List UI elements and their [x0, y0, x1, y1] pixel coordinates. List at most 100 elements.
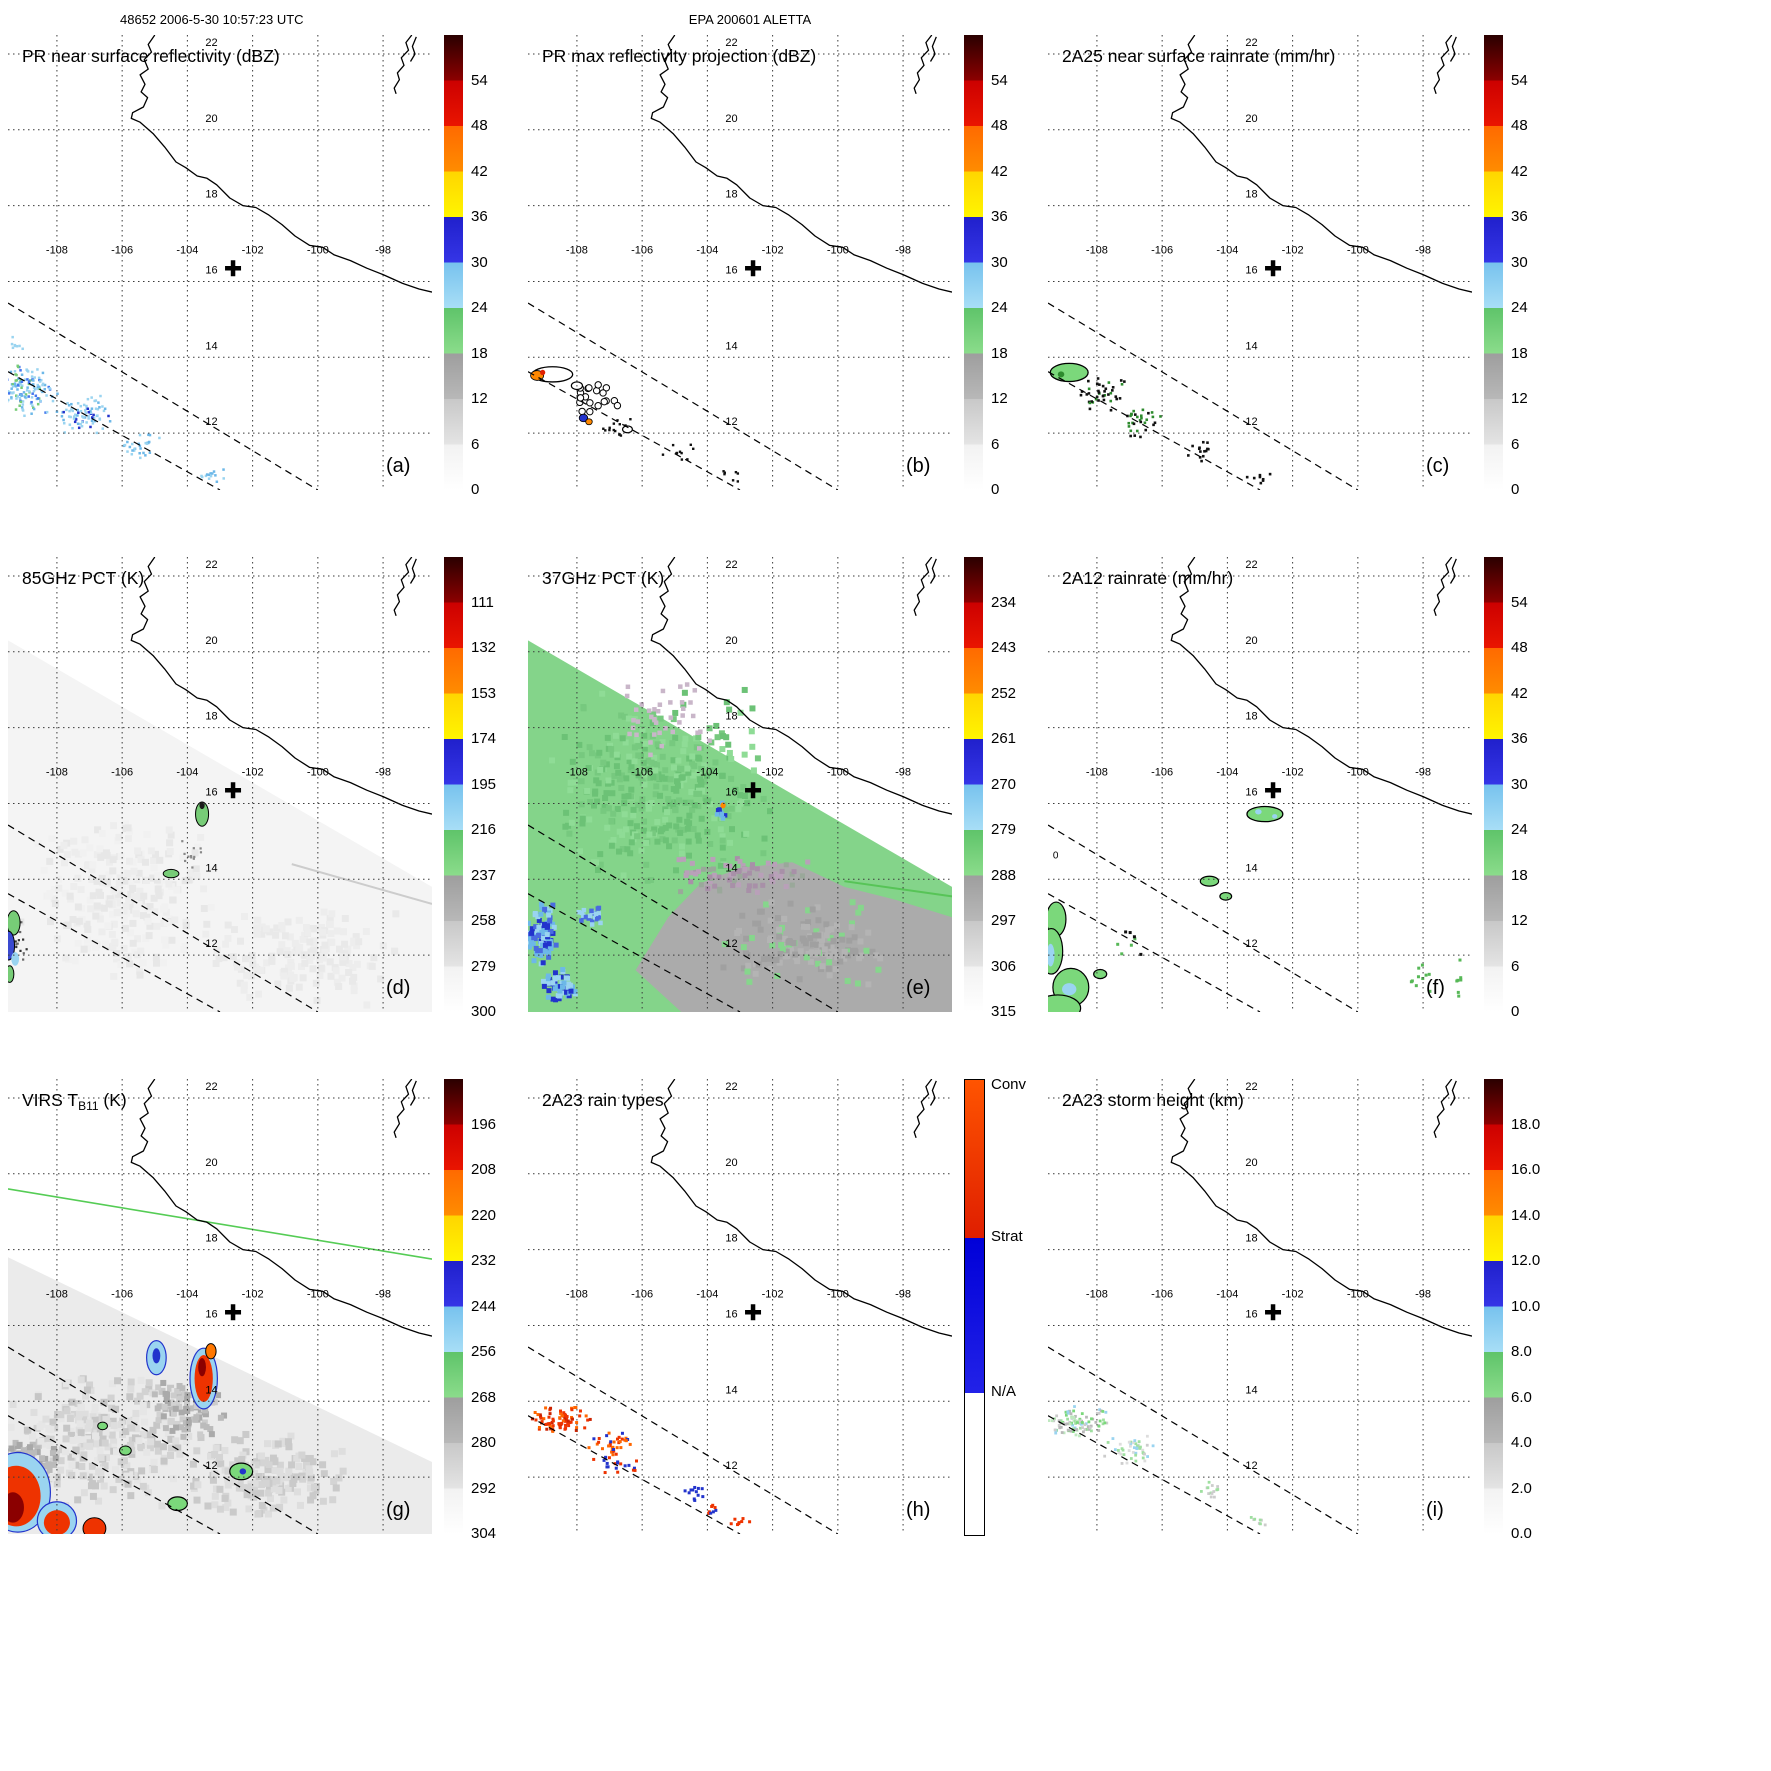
colorbar-e [964, 557, 983, 1012]
svg-text:22: 22 [725, 1081, 737, 1093]
graticule [8, 35, 432, 490]
svg-text:0: 0 [1053, 850, 1059, 861]
svg-text:12: 12 [205, 1460, 217, 1472]
svg-text:-98: -98 [895, 1288, 911, 1300]
svg-text:20: 20 [1245, 635, 1257, 647]
colorbar-tick: 0 [1511, 481, 1520, 498]
colorbar-tick: 12 [1511, 390, 1528, 407]
coastline [1170, 35, 1472, 293]
panel-a: -108 -106 -104 -102 -100 -98 22 20 18 16 14 12 PR ne… [8, 35, 523, 498]
svg-text:22: 22 [1245, 37, 1257, 49]
svg-text:22: 22 [1245, 1081, 1257, 1093]
swath-edge-lines [1048, 824, 1359, 1012]
svg-text:16: 16 [725, 786, 737, 798]
grid-labels: -108 -106 -104 -102 -100 -98 22 20 18 16 14 12 [566, 1081, 911, 1472]
colorbar-tick: 195 [471, 775, 497, 793]
graticule [528, 1079, 952, 1534]
svg-text:20: 20 [1245, 1157, 1257, 1169]
colorbar-tick: 306 [991, 957, 1017, 975]
svg-text:-104: -104 [176, 1288, 198, 1300]
svg-text:-104: -104 [1216, 766, 1238, 778]
map-canvas-c: -108 -106 -104 -102 -100 -98 22 20 18 16 14 12 2A25 … [1048, 35, 1472, 490]
panel-letter-b: (b) [906, 455, 930, 477]
panel-title-e: 37GHz PCT (K) [542, 568, 664, 588]
colorbar-tick: 8.0 [1511, 1343, 1532, 1360]
colorbar-tick: 48 [1511, 639, 1528, 656]
svg-text:-106: -106 [111, 244, 133, 256]
graticule [1048, 1079, 1472, 1534]
colorbar-tick: 12 [471, 390, 488, 407]
colorbar-tick: 16.0 [1511, 1161, 1541, 1178]
map-b: -108 -106 -104 -102 -100 -98 22 20 18 16 14 12 PR ma… [528, 35, 952, 490]
svg-text:-100: -100 [1347, 1288, 1369, 1300]
colorbar-tick: 0 [1511, 1003, 1520, 1020]
panel-e: -108 -106 -104 -102 -100 -98 22 20 18 16 14 12 37GHz… [528, 557, 1043, 1020]
svg-text:14: 14 [205, 340, 217, 352]
svg-text:-102: -102 [762, 766, 784, 778]
colorbar-d [444, 557, 463, 1012]
swath-edge-lines [8, 302, 319, 490]
svg-text:-98: -98 [1415, 1288, 1431, 1300]
svg-text:-98: -98 [375, 766, 391, 778]
svg-text:-106: -106 [111, 1288, 133, 1300]
data-field [530, 366, 740, 483]
panel-h: -108 -106 -104 -102 -100 -98 22 20 18 16 14 12 2A23 … [528, 1077, 1043, 1541]
panel-letter-h: (h) [906, 1499, 930, 1521]
svg-text:-98: -98 [895, 766, 911, 778]
colorbar-tick: 315 [991, 1003, 1017, 1020]
map-canvas-a: -108 -106 -104 -102 -100 -98 22 20 18 16 14 12 PR ne… [8, 35, 432, 490]
colorbar-c [1484, 35, 1503, 490]
svg-text:-98: -98 [1415, 244, 1431, 256]
svg-text:-106: -106 [631, 1288, 653, 1300]
colorbar-tick: 24 [1511, 821, 1528, 838]
colorbar-tick: 0.0 [1511, 1525, 1532, 1542]
colorbar-i [1484, 1079, 1503, 1534]
panel-title-b: PR max reflectivity projection (dBZ) [542, 46, 816, 66]
svg-text:-102: -102 [242, 244, 264, 256]
map-f: 0 -108 -106 -104 -102 -100 -98 22 20 18 16 14 12 2A12… [1048, 557, 1472, 1012]
colorbar-tick: 36 [1511, 208, 1528, 225]
panel-letter-a: (a) [386, 455, 410, 477]
colorbar-tick: 300 [471, 1003, 497, 1020]
storm-center-cross [225, 1304, 242, 1321]
swath-edge-lines [528, 302, 839, 490]
grid-labels: -108 -106 -104 -102 -100 -98 22 20 18 16 14 12 [566, 559, 911, 950]
svg-text:-108: -108 [1086, 244, 1108, 256]
colorbar-tick: 30 [471, 253, 488, 271]
panel-title-f: 2A12 rainrate (mm/hr) [1062, 568, 1233, 588]
colorbar-label-strat: Strat [991, 1227, 1023, 1245]
svg-text:20: 20 [205, 1157, 217, 1169]
svg-text:-102: -102 [242, 766, 264, 778]
coastline [130, 1079, 432, 1337]
svg-text:-104: -104 [1216, 1288, 1238, 1300]
svg-text:22: 22 [205, 559, 217, 571]
svg-text:-102: -102 [242, 1288, 264, 1300]
graticule [8, 1079, 432, 1534]
map-g: -108 -106 -104 -102 -100 -98 22 20 18 16 14 12 VIRS … [8, 1079, 432, 1534]
svg-text:12: 12 [1245, 1460, 1257, 1472]
svg-text:16: 16 [205, 786, 217, 798]
colorbar-tick: 280 [471, 1434, 497, 1451]
colorbar-tick: 48 [471, 117, 488, 134]
colorbar-tick: 42 [991, 162, 1008, 180]
data-field [8, 335, 225, 483]
svg-text:22: 22 [725, 37, 737, 49]
grid-labels: -108 -106 -104 -102 -100 -98 22 20 18 16 14 12 [566, 37, 911, 428]
svg-text:14: 14 [1245, 862, 1257, 874]
svg-text:16: 16 [1245, 786, 1257, 798]
swath-edge-lines [1048, 1346, 1359, 1534]
panel-d: -108 -106 -104 -102 -100 -98 22 20 18 16 14 12 85GHz… [8, 557, 523, 1020]
data-field [8, 1188, 432, 1534]
colorbar-tick: 18 [471, 344, 488, 362]
colorbar-tick: 18 [1511, 866, 1528, 884]
svg-text:-98: -98 [895, 244, 911, 256]
colorbar-tick: 54 [1511, 593, 1528, 611]
svg-text:12: 12 [725, 1460, 737, 1472]
svg-text:16: 16 [205, 1308, 217, 1320]
colorbar-tick: 4.0 [1511, 1434, 1532, 1451]
svg-text:14: 14 [725, 1384, 737, 1396]
colorbar-tick: 252 [991, 684, 1017, 702]
svg-text:-98: -98 [1415, 766, 1431, 778]
map-h: -108 -106 -104 -102 -100 -98 22 20 18 16 14 12 2A23 … [528, 1079, 952, 1534]
colorbar-tick: 153 [471, 684, 497, 702]
